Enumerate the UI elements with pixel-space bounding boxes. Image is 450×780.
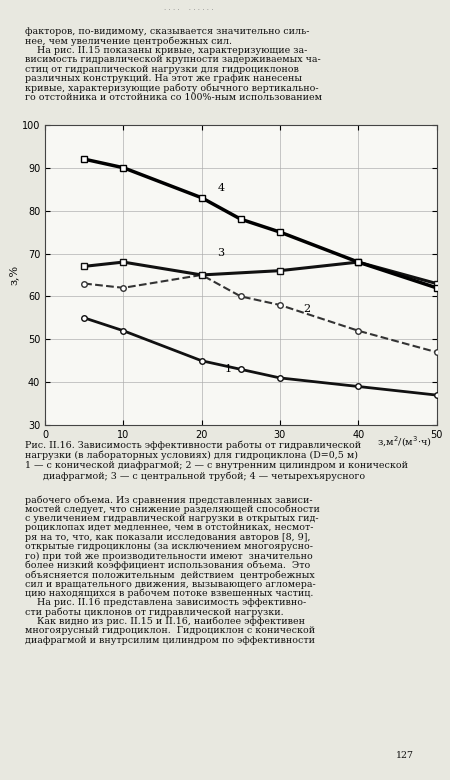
Text: с увеличением гидравлической нагрузки в открытых гид-: с увеличением гидравлической нагрузки в … [25, 514, 319, 523]
Text: 2: 2 [303, 303, 310, 314]
Text: Как видно из рис. II.15 и II.16, наиболее эффективен: Как видно из рис. II.15 и II.16, наиболе… [25, 617, 305, 626]
Text: На рис. II.16 представлена зависимость эффективно-: На рис. II.16 представлена зависимость э… [25, 598, 306, 608]
Text: диафрагмой; 3 — с центральной трубой; 4 — четырехъярусного: диафрагмой; 3 — с центральной трубой; 4 … [25, 471, 365, 480]
Text: ря на то, что, как показали исследования авторов [8, 9],: ря на то, что, как показали исследования… [25, 533, 310, 542]
Text: го) при той же производительности имеют  значительно: го) при той же производительности имеют … [25, 551, 312, 561]
Text: объясняется положительным  действием  центробежных: объясняется положительным действием цент… [25, 570, 315, 580]
Text: . . . .    . . . . . .: . . . . . . . . . . [164, 5, 214, 12]
Text: го отстойника и отстойника со 100%-ным использованием: го отстойника и отстойника со 100%-ным и… [25, 93, 322, 102]
Text: многоярусный гидроциклон.  Гидроциклон с конической: многоярусный гидроциклон. Гидроциклон с … [25, 626, 315, 636]
Text: Рис. II.16. Зависимость эффективности работы от гидравлической: Рис. II.16. Зависимость эффективности ра… [25, 441, 361, 450]
Y-axis label: з,%: з,% [9, 265, 19, 285]
Text: различных конструкций. На этот же график нанесены: различных конструкций. На этот же график… [25, 74, 302, 83]
Text: мостей следует, что снижение разделяющей способности: мостей следует, что снижение разделяющей… [25, 505, 319, 514]
Text: нее, чем увеличение центробежных сил.: нее, чем увеличение центробежных сил. [25, 37, 232, 46]
Text: рабочего объема. Из сравнения представленных зависи-: рабочего объема. Из сравнения представле… [25, 495, 312, 505]
Text: На рис. II.15 показаны кривые, характеризующие за-: На рис. II.15 показаны кривые, характери… [25, 46, 307, 55]
Text: висимость гидравлической крупности задерживаемых ча-: висимость гидравлической крупности задер… [25, 55, 320, 65]
Text: 1 — с конической диафрагмой; 2 — с внутренним цилиндром и конической: 1 — с конической диафрагмой; 2 — с внутр… [25, 461, 408, 470]
Text: 3: 3 [217, 248, 225, 258]
Text: 4: 4 [217, 183, 225, 193]
Text: нагрузки (в лабораторных условиях) для гидроциклона (D=0,5 м): нагрузки (в лабораторных условиях) для г… [25, 451, 358, 460]
Text: 127: 127 [396, 751, 414, 760]
Text: более низкий коэффициент использования объема.  Это: более низкий коэффициент использования о… [25, 561, 310, 570]
Text: з,м$^2$/(м$^3$·ч): з,м$^2$/(м$^3$·ч) [377, 434, 432, 449]
Text: кривые, характеризующие работу обычного вертикально-: кривые, характеризующие работу обычного … [25, 83, 319, 93]
Text: открытые гидроциклоны (за исключением многоярусно-: открытые гидроциклоны (за исключением мн… [25, 542, 313, 551]
Text: диафрагмой и внутрсилим цилиндром по эффективности: диафрагмой и внутрсилим цилиндром по эфф… [25, 636, 315, 645]
Text: стиц от гидраплической нагрузки для гидроциклонов: стиц от гидраплической нагрузки для гидр… [25, 65, 299, 74]
Text: сти работы циклонов от гидравлической нагрузки.: сти работы циклонов от гидравлической на… [25, 608, 284, 617]
Text: 1: 1 [225, 363, 232, 374]
Text: факторов, по-видимому, сказывается значительно силь-: факторов, по-видимому, сказывается значи… [25, 27, 309, 37]
Text: сил и вращательного движения, вызывающего агломера-: сил и вращательного движения, вызывающег… [25, 580, 315, 589]
Text: роциклопах идет медленнее, чем в отстойниках, несмот-: роциклопах идет медленнее, чем в отстойн… [25, 523, 313, 533]
Text: цию находящихся в рабочем потоке взвешенных частиц.: цию находящихся в рабочем потоке взвешен… [25, 589, 313, 598]
